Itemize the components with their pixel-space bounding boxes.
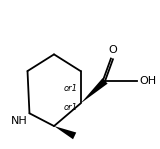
- Text: OH: OH: [140, 76, 157, 86]
- Text: NH: NH: [11, 116, 28, 126]
- Polygon shape: [80, 78, 108, 103]
- Text: or1: or1: [64, 103, 78, 112]
- Text: O: O: [109, 45, 117, 55]
- Text: or1: or1: [64, 84, 78, 93]
- Polygon shape: [54, 126, 76, 139]
